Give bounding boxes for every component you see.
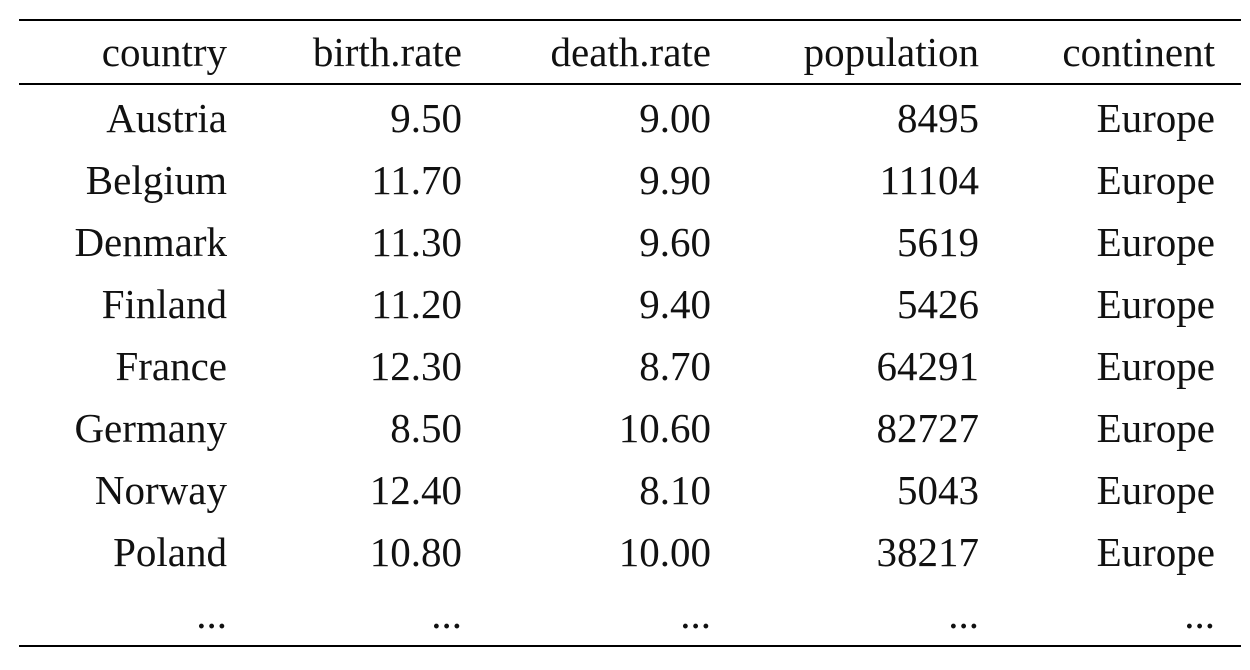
cell-continent: Europe	[1096, 219, 1215, 265]
cell-country: ...	[196, 591, 227, 637]
header-continent: continent	[1062, 29, 1215, 75]
cell-continent: Europe	[1096, 157, 1215, 203]
cell-death-rate: 9.60	[639, 219, 711, 265]
cell-country: Finland	[101, 281, 227, 327]
cell-birth-rate: 12.30	[369, 343, 462, 389]
header-birth-rate: birth.rate	[312, 29, 462, 75]
table-row: Poland 10.80 10.00 38217 Europe	[19, 521, 1241, 583]
cell-country: Belgium	[85, 157, 227, 203]
cell-population: 5426	[897, 281, 979, 327]
bottom-rule	[19, 645, 1241, 647]
table-row: France 12.30 8.70 64291 Europe	[19, 335, 1241, 397]
cell-death-rate: 9.40	[639, 281, 711, 327]
cell-country: France	[115, 343, 227, 389]
cell-birth-rate: 11.70	[371, 157, 462, 203]
cell-death-rate: 9.90	[639, 157, 711, 203]
cell-continent: Europe	[1096, 405, 1215, 451]
cell-death-rate: 8.10	[639, 467, 711, 513]
cell-continent: Europe	[1096, 343, 1215, 389]
cell-population: 11104	[879, 157, 979, 203]
cell-birth-rate: 12.40	[369, 467, 462, 513]
cell-death-rate: ...	[680, 591, 711, 637]
top-rule	[19, 19, 1241, 21]
cell-population: 5043	[897, 467, 979, 513]
cell-population: 82727	[876, 405, 980, 451]
data-table: country birth.rate death.rate population…	[19, 0, 1241, 647]
header-row: country birth.rate death.rate population…	[19, 21, 1241, 83]
cell-continent: Europe	[1096, 281, 1215, 327]
table-body: Austria 9.50 9.00 8495 Europe Belgium 11…	[19, 85, 1241, 645]
cell-country: Austria	[106, 95, 227, 141]
table-row: Norway 12.40 8.10 5043 Europe	[19, 459, 1241, 521]
table-row-ellipsis: ... ... ... ... ...	[19, 583, 1241, 645]
cell-death-rate: 10.00	[618, 529, 711, 575]
table-row: Austria 9.50 9.00 8495 Europe	[19, 87, 1241, 149]
cell-continent: Europe	[1096, 467, 1215, 513]
cell-country: Poland	[113, 529, 227, 575]
cell-continent: Europe	[1096, 529, 1215, 575]
cell-death-rate: 9.00	[639, 95, 711, 141]
cell-birth-rate: 10.80	[369, 529, 462, 575]
header-death-rate: death.rate	[550, 29, 711, 75]
table-row: Belgium 11.70 9.90 11104 Europe	[19, 149, 1241, 211]
table-row: Finland 11.20 9.40 5426 Europe	[19, 273, 1241, 335]
header-country: country	[101, 29, 227, 75]
header-population: population	[803, 29, 979, 75]
cell-population: 8495	[897, 95, 979, 141]
cell-birth-rate: 11.30	[371, 219, 462, 265]
cell-birth-rate: 11.20	[371, 281, 462, 327]
cell-country: Germany	[74, 405, 227, 451]
cell-birth-rate: 8.50	[390, 405, 462, 451]
cell-continent: ...	[1184, 591, 1215, 637]
cell-population: ...	[948, 591, 979, 637]
cell-birth-rate: 9.50	[390, 95, 462, 141]
cell-birth-rate: ...	[431, 591, 462, 637]
cell-country: Denmark	[74, 219, 227, 265]
cell-population: 38217	[876, 529, 980, 575]
header-rule	[19, 83, 1241, 85]
cell-continent: Europe	[1096, 95, 1215, 141]
cell-population: 64291	[876, 343, 980, 389]
cell-death-rate: 10.60	[618, 405, 711, 451]
cell-population: 5619	[897, 219, 979, 265]
cell-country: Norway	[94, 467, 227, 513]
table-row: Germany 8.50 10.60 82727 Europe	[19, 397, 1241, 459]
cell-death-rate: 8.70	[639, 343, 711, 389]
table-row: Denmark 11.30 9.60 5619 Europe	[19, 211, 1241, 273]
